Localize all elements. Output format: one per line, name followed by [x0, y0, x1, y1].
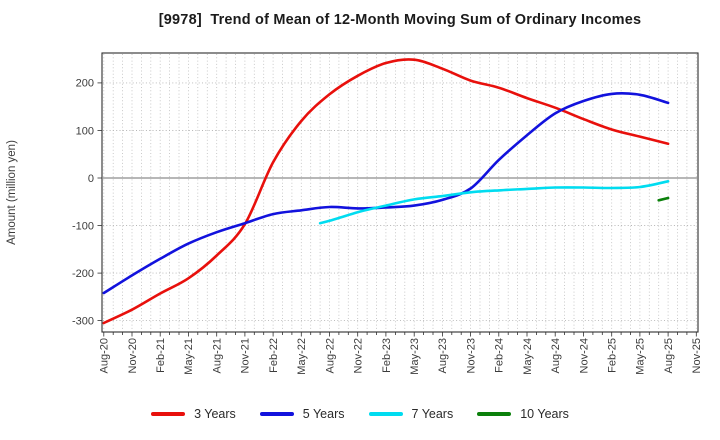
gridlines	[103, 54, 697, 331]
svg-text:Aug-21: Aug-21	[212, 338, 224, 373]
svg-text:Feb-23: Feb-23	[381, 338, 393, 373]
svg-text:May-22: May-22	[296, 338, 308, 375]
legend-label-10-years: 10 Years	[520, 407, 569, 421]
svg-text:Aug-23: Aug-23	[437, 338, 449, 373]
svg-text:200: 200	[76, 78, 94, 90]
chart-legend: 3 Years 5 Years 7 Years 10 Years	[0, 407, 720, 421]
svg-text:Aug-20: Aug-20	[99, 338, 111, 373]
svg-text:Feb-22: Feb-22	[268, 338, 280, 373]
svg-text:0: 0	[88, 173, 94, 185]
legend-line-10-years	[477, 412, 512, 416]
svg-text:Aug-25: Aug-25	[663, 338, 675, 373]
svg-text:Nov-21: Nov-21	[240, 338, 252, 373]
series-3-years	[102, 58, 670, 325]
plot-border	[101, 52, 699, 333]
svg-text:-100: -100	[72, 220, 94, 232]
legend-item-7-years: 7 Years	[368, 407, 454, 421]
legend-line-7-years	[368, 412, 403, 416]
svg-text:Nov-23: Nov-23	[465, 338, 477, 373]
svg-text:Feb-21: Feb-21	[155, 338, 167, 373]
svg-text:May-24: May-24	[522, 338, 534, 375]
legend-label-3-years: 3 Years	[194, 407, 236, 421]
svg-text:-300: -300	[72, 315, 94, 327]
series-5-years	[102, 92, 670, 295]
svg-text:May-23: May-23	[409, 338, 421, 375]
legend-item-3-years: 3 Years	[151, 407, 236, 421]
legend-item-5-years: 5 Years	[259, 407, 345, 421]
svg-text:Feb-25: Feb-25	[607, 338, 619, 373]
legend-label-7-years: 7 Years	[411, 407, 454, 421]
axis-ticks	[97, 82, 697, 337]
svg-text:100: 100	[76, 125, 94, 137]
y-axis-label: Amount (million yen)	[6, 140, 18, 245]
svg-text:Aug-22: Aug-22	[324, 338, 336, 373]
series-7-years	[318, 180, 670, 225]
svg-text:May-25: May-25	[635, 338, 647, 375]
chart-title: [9978] Trend of Mean of 12-Month Moving …	[158, 12, 642, 28]
svg-text:Aug-24: Aug-24	[550, 338, 562, 373]
x-tick-labels: Aug-20 Nov-20 Feb-21 May-21 Aug-21 Nov-21 Feb-…	[99, 338, 703, 375]
legend-line-5-years	[259, 412, 294, 416]
svg-text:Nov-20: Nov-20	[127, 338, 139, 373]
legend-item-10-years: 10 Years	[477, 407, 569, 421]
svg-text:Nov-25: Nov-25	[691, 338, 703, 373]
svg-text:Nov-22: Nov-22	[353, 338, 365, 373]
svg-text:-200: -200	[72, 268, 94, 280]
legend-line-3-years	[151, 412, 186, 416]
series-10-years	[657, 196, 670, 202]
y-tick-labels: 200 100 0 -100 -200 -300	[72, 78, 94, 328]
svg-text:May-21: May-21	[183, 338, 195, 375]
svg-text:Feb-24: Feb-24	[494, 338, 506, 373]
legend-label-5-years: 5 Years	[302, 407, 345, 421]
svg-text:Nov-24: Nov-24	[578, 338, 590, 373]
